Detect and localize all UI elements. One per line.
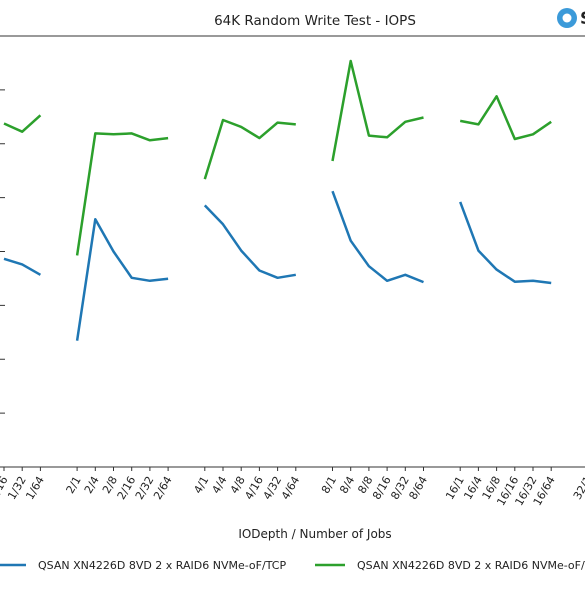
series-1-segment-4 bbox=[459, 95, 552, 141]
legend-label-blue: QSAN XN4226D 8VD 2 x RAID6 NVMe-oF/TCP bbox=[38, 559, 286, 572]
x-axis-label: IODepth / Number of Jobs bbox=[238, 527, 391, 541]
series-1-segment-3 bbox=[331, 59, 424, 162]
series-0-segment-1 bbox=[75, 217, 169, 341]
series-0-segment-0 bbox=[3, 257, 42, 276]
series-1-segment-1 bbox=[75, 132, 169, 256]
series-0-segment-3 bbox=[331, 190, 424, 284]
logo-icon-inner bbox=[562, 13, 572, 23]
series-0-segment-4 bbox=[459, 201, 552, 285]
plot-frame bbox=[0, 35, 585, 468]
series-0-segment-2 bbox=[203, 204, 297, 280]
legend: QSAN XN4226D 8VD 2 x RAID6 NVMe-oF/TCP Q… bbox=[0, 559, 585, 572]
legend-label-green: QSAN XN4226D 8VD 2 x RAID6 NVMe-oF/TCP bbox=[357, 559, 585, 572]
chart-title: 64K Random Write Test - IOPS bbox=[214, 13, 416, 29]
logo: S bbox=[557, 8, 585, 29]
logo-text: S bbox=[580, 9, 585, 29]
series-1-segment-2 bbox=[203, 118, 296, 180]
series-1-segment-0 bbox=[3, 114, 42, 133]
x-tick-label: 1/16 bbox=[0, 474, 11, 502]
